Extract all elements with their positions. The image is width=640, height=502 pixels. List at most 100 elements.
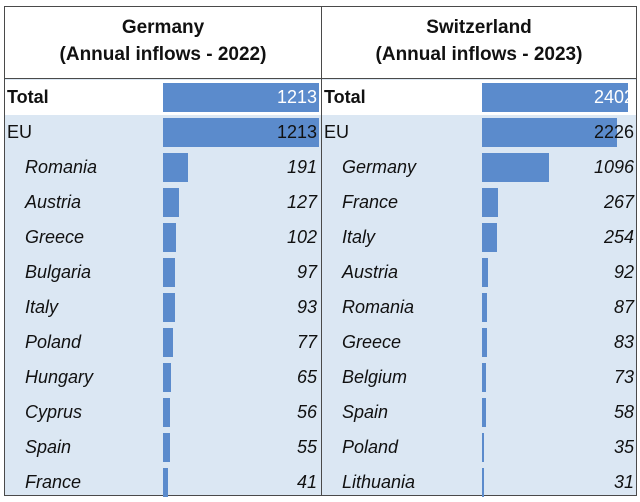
- germany-value-spain: 55: [296, 437, 317, 457]
- germany-label-austria: Austria: [25, 192, 82, 212]
- switzerland-row-germany: Germany 1096: [322, 150, 636, 185]
- germany-row-bulgaria: Bulgaria 97: [5, 255, 321, 290]
- switzerland-row-belgium: Belgium 73: [322, 360, 636, 395]
- germany-bar-hungary: [163, 363, 171, 392]
- germany-value-greece: 102: [286, 227, 317, 247]
- germany-label-eu: EU: [7, 122, 33, 142]
- germany-bar-greece: [163, 223, 176, 252]
- germany-label-total: Total: [7, 87, 49, 107]
- germany-bar-france: [163, 468, 168, 497]
- germany-bar-romania: [163, 153, 188, 182]
- switzerland-bar-belgium: [482, 363, 486, 392]
- switzerland-label-greece: Greece: [342, 332, 402, 352]
- switzerland-label-germany: Germany: [342, 157, 417, 177]
- germany-value-poland: 77: [296, 332, 317, 352]
- switzerland-value-france: 267: [603, 192, 634, 212]
- germany-header: Germany (Annual inflows - 2022): [5, 7, 321, 79]
- switzerland-value-total: 2402: [593, 87, 634, 107]
- switzerland-value-spain: 58: [613, 402, 634, 422]
- switzerland-bar-austria: [482, 258, 488, 287]
- germany-label-cyprus: Cyprus: [25, 402, 83, 422]
- switzerland-panel: Switzerland (Annual inflows - 2023) Tota…: [321, 6, 637, 497]
- germany-label-italy: Italy: [25, 297, 59, 317]
- germany-row-italy: Italy 93: [5, 290, 321, 325]
- switzerland-bar-germany: [482, 153, 549, 182]
- germany-row-total: Total 1213: [5, 80, 321, 115]
- switzerland-value-austria: 92: [613, 262, 634, 282]
- switzerland-label-belgium: Belgium: [342, 367, 408, 387]
- germany-value-france: 41: [296, 472, 317, 492]
- germany-row-france: France 41: [5, 465, 321, 500]
- germany-value-bulgaria: 97: [296, 262, 317, 282]
- germany-subtitle: (Annual inflows - 2022): [59, 44, 267, 65]
- switzerland-bar-total: [482, 83, 628, 112]
- switzerland-label-lithuania: Lithuania: [342, 472, 416, 492]
- switzerland-value-poland: 35: [613, 437, 634, 457]
- germany-label-hungary: Hungary: [25, 367, 94, 387]
- germany-value-cyprus: 56: [296, 402, 317, 422]
- switzerland-label-spain: Spain: [342, 402, 389, 422]
- germany-label-poland: Poland: [25, 332, 82, 352]
- switzerland-row-greece: Greece 83: [322, 325, 636, 360]
- switzerland-value-lithuania: 31: [613, 472, 634, 492]
- germany-label-bulgaria: Bulgaria: [25, 262, 92, 282]
- switzerland-bar-italy: [482, 223, 497, 252]
- germany-panel: Germany (Annual inflows - 2022) Total 121…: [4, 6, 322, 497]
- germany-row-spain: Spain 55: [5, 430, 321, 465]
- switzerland-row-lithuania: Lithuania 31: [322, 465, 636, 500]
- germany-label-romania: Romania: [25, 157, 98, 177]
- germany-row-romania: Romania 191: [5, 150, 321, 185]
- germany-row-eu: EU 1213: [5, 115, 321, 150]
- germany-bar-austria: [163, 188, 179, 217]
- switzerland-value-greece: 83: [613, 332, 634, 352]
- switzerland-row-eu: EU 2226: [322, 115, 636, 150]
- switzerland-row-total: Total 2402: [322, 80, 636, 115]
- germany-value-total: 1213: [276, 87, 317, 107]
- germany-value-austria: 127: [286, 192, 317, 212]
- germany-bar-poland: [163, 328, 173, 357]
- switzerland-row-france: France 267: [322, 185, 636, 220]
- switzerland-label-romania: Romania: [342, 297, 415, 317]
- germany-bar-spain: [163, 433, 170, 462]
- germany-label-greece: Greece: [25, 227, 85, 247]
- germany-bar-bulgaria: [163, 258, 175, 287]
- switzerland-title: Switzerland: [426, 17, 532, 38]
- switzerland-label-eu: EU: [324, 122, 350, 142]
- germany-bar-total: [163, 83, 319, 112]
- switzerland-row-austria: Austria 92: [322, 255, 636, 290]
- switzerland-label-austria: Austria: [342, 262, 399, 282]
- switzerland-value-italy: 254: [603, 227, 634, 247]
- switzerland-value-eu: 2226: [593, 122, 634, 142]
- germany-label-france: France: [25, 472, 82, 492]
- switzerland-row-italy: Italy 254: [322, 220, 636, 255]
- switzerland-bar-france: [482, 188, 498, 217]
- germany-value-hungary: 65: [296, 367, 317, 387]
- germany-title: Germany: [121, 17, 205, 38]
- switzerland-bar-greece: [482, 328, 487, 357]
- switzerland-bar-spain: [482, 398, 486, 427]
- switzerland-bar-eu: [482, 118, 617, 147]
- switzerland-value-germany: 1096: [593, 157, 634, 177]
- germany-bar-italy: [163, 293, 175, 322]
- germany-value-eu: 1213: [276, 122, 317, 142]
- switzerland-header: Switzerland (Annual inflows - 2023): [322, 7, 636, 79]
- germany-row-cyprus: Cyprus 56: [5, 395, 321, 430]
- germany-label-spain: Spain: [25, 437, 72, 457]
- germany-bar-eu: [163, 118, 319, 147]
- switzerland-bar-lithuania: [482, 468, 484, 497]
- switzerland-label-poland: Poland: [342, 437, 399, 457]
- switzerland-row-romania: Romania 87: [322, 290, 636, 325]
- switzerland-row-poland: Poland 35: [322, 430, 636, 465]
- switzerland-label-total: Total: [324, 87, 366, 107]
- germany-value-italy: 93: [296, 297, 317, 317]
- germany-row-greece: Greece 102: [5, 220, 321, 255]
- switzerland-label-france: France: [342, 192, 399, 212]
- switzerland-value-romania: 87: [613, 297, 634, 317]
- switzerland-bar-poland: [482, 433, 484, 462]
- germany-row-hungary: Hungary 65: [5, 360, 321, 395]
- switzerland-row-spain: Spain 58: [322, 395, 636, 430]
- switzerland-subtitle: (Annual inflows - 2023): [375, 44, 583, 65]
- switzerland-value-belgium: 73: [613, 367, 634, 387]
- germany-row-austria: Austria 127: [5, 185, 321, 220]
